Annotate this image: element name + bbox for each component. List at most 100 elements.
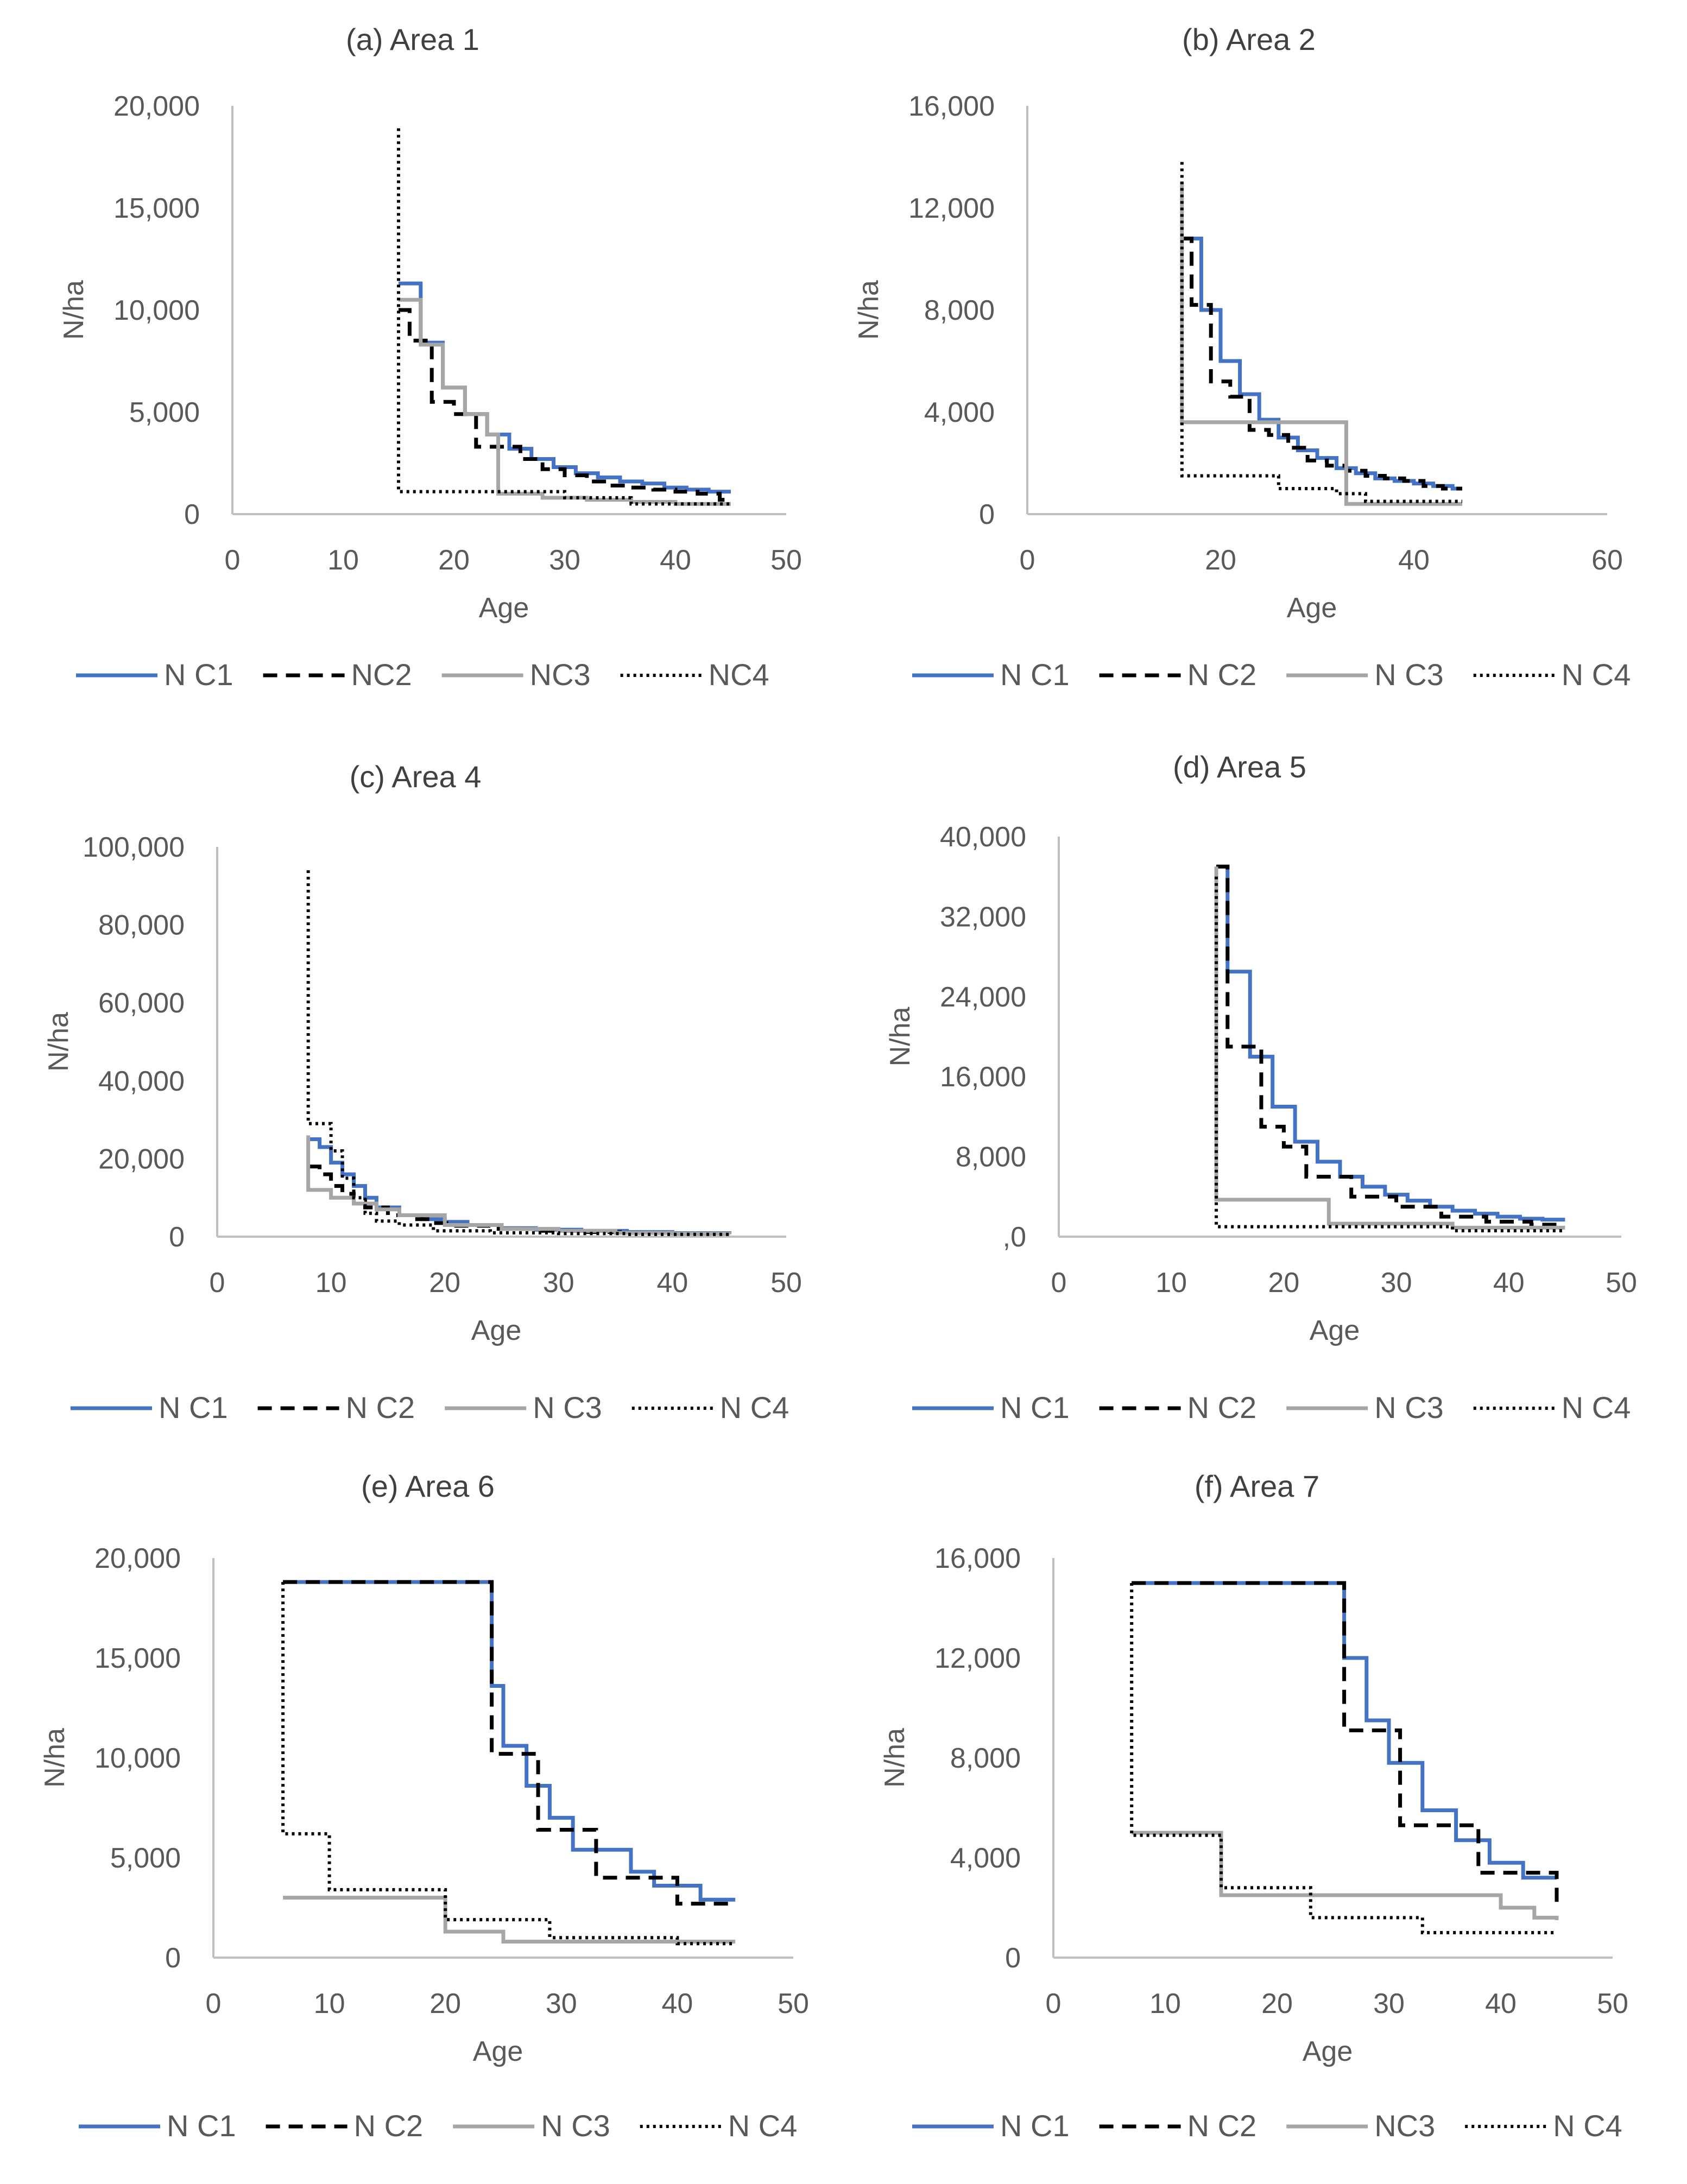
y-tick-label: 24,000 [940,982,1026,1013]
y-tick-label: 10,000 [113,295,200,326]
y-tick-label: 16,000 [908,91,995,122]
chart-panel: (a) Area 1 0 5,000 10,000 15,000 20,000 0 10 20 3… [58,22,802,692]
legend-label: N C2 [1187,2109,1257,2143]
y-tick-label: 20,000 [98,1143,185,1175]
legend-label: N C3 [1374,1390,1444,1425]
y-tick-label: 0 [1005,1942,1021,1974]
series-line-nc1 [1181,236,1462,491]
x-axis-label: Age [1287,592,1337,624]
x-tick-label: 30 [1381,1267,1412,1299]
series-line-nc2 [1132,1581,1559,1903]
series-line-nc4 [306,870,731,1236]
x-tick-label: 20 [1268,1267,1299,1299]
y-tick-label: 0 [979,499,995,530]
chart-title: (c) Area 4 [350,759,482,794]
series-line-nc2 [308,1164,731,1236]
y-axis-label: N/ha [853,280,884,340]
x-tick-label: 0 [206,1988,222,2020]
y-tick-label: 5,000 [110,1843,181,1874]
y-axis-label: N/ha [879,1728,911,1788]
x-tick-label: 10 [315,1267,347,1299]
chart-panel: (c) Area 4 0 20,000 40,000 60,000 80,000 100,0… [43,759,802,1425]
chart-panel: (b) Area 2 0 4,000 8,000 12,000 16,000 0 20 40 60… [853,22,1631,692]
legend-label: N C1 [164,657,233,692]
legend: N C1 N C2 N C3 N C4 [912,1390,1631,1425]
x-tick-label: 0 [1051,1267,1067,1299]
legend-label: N C4 [1562,657,1631,692]
x-axis-label: Age [1310,1315,1360,1346]
legend-label: N C2 [354,2109,424,2143]
x-tick-label: 30 [543,1267,574,1299]
series-line-nc2 [283,1580,736,1906]
legend: N C1 N C2 N C3 N C4 [71,1390,789,1425]
x-tick-label: 30 [1373,1988,1405,2020]
x-tick-label: 10 [1155,1267,1187,1299]
legend-label: NC3 [1374,2109,1435,2143]
legend-label: N C4 [720,1390,789,1425]
x-tick-label: 50 [770,545,802,576]
chart-title: (b) Area 2 [1182,22,1316,56]
y-tick-label: 60,000 [98,987,185,1019]
y-tick-label: 8,000 [924,295,995,326]
series-line-nc4 [281,1582,736,1946]
y-tick-label: 32,000 [940,901,1026,933]
y-tick-label: 15,000 [113,193,200,224]
x-tick-label: 0 [225,545,241,576]
legend: N C1 NC2 NC3 NC4 [76,657,769,692]
x-axis-label: Age [473,2036,523,2067]
y-axis-label: N/ha [884,1007,916,1067]
series-line-nc1 [1132,1581,1557,1880]
y-tick-label: 0 [184,499,200,530]
chart-title: (f) Area 7 [1195,1469,1319,1503]
legend-label: N C1 [1000,2109,1070,2143]
series-line-nc2 [399,308,731,502]
y-tick-label: 40,000 [98,1066,185,1097]
y-tick-label: 16,000 [940,1061,1026,1093]
x-tick-label: 10 [327,545,359,576]
series-line-nc3 [283,1896,736,1944]
legend-label: N C4 [1553,2109,1622,2143]
x-tick-label: 40 [661,1988,693,2020]
chart-title: (a) Area 1 [346,22,479,56]
legend-label: N C4 [728,2109,798,2143]
x-tick-label: 20 [429,1267,460,1299]
y-tick-label: 0 [165,1942,181,1974]
legend-label: NC2 [351,657,412,692]
x-tick-label: 0 [1046,1988,1062,2020]
x-tick-label: 20 [1261,1988,1293,2020]
series-line-nc4 [397,128,731,506]
y-tick-label: 12,000 [908,193,995,224]
series-line-nc3 [1214,866,1565,1230]
chart-panel: (e) Area 6 0 5,000 10,000 15,000 20,000 0 10 20 3… [39,1469,809,2143]
series-line-nc3 [306,1135,731,1236]
x-tick-label: 50 [770,1267,802,1299]
x-tick-label: 0 [210,1267,225,1299]
series-line-nc3 [1180,182,1462,506]
chart-panel: (f) Area 7 0 4,000 8,000 12,000 16,000 0 10 20 30… [879,1469,1628,2143]
y-tick-label: 4,000 [924,397,995,428]
y-tick-label: 20,000 [94,1543,181,1574]
x-tick-label: 30 [546,1988,577,2020]
legend-label: NC4 [709,657,769,692]
x-tick-label: 10 [314,1988,345,2020]
series-line-nc2 [1216,864,1565,1227]
series-line-nc2 [1181,236,1462,491]
legend: N C1 N C2 N C3 N C4 [912,657,1631,692]
legend-label: NC3 [530,657,591,692]
series-line-nc4 [1180,162,1462,503]
legend-label: N C3 [1374,657,1444,692]
y-tick-label: 80,000 [98,910,185,941]
y-tick-label: 15,000 [94,1643,181,1674]
x-tick-label: 40 [656,1267,688,1299]
y-axis-label: N/ha [39,1728,71,1788]
legend-label: N C1 [1000,657,1070,692]
x-axis-label: Age [471,1315,522,1346]
y-tick-label: 5,000 [129,397,200,428]
y-axis-label: N/ha [58,280,90,340]
x-axis-label: Age [1303,2036,1353,2067]
x-tick-label: 10 [1149,1988,1181,2020]
y-tick-label: ,0 [1003,1221,1026,1253]
x-tick-label: 50 [1606,1267,1637,1299]
y-tick-label: 16,000 [934,1543,1021,1574]
